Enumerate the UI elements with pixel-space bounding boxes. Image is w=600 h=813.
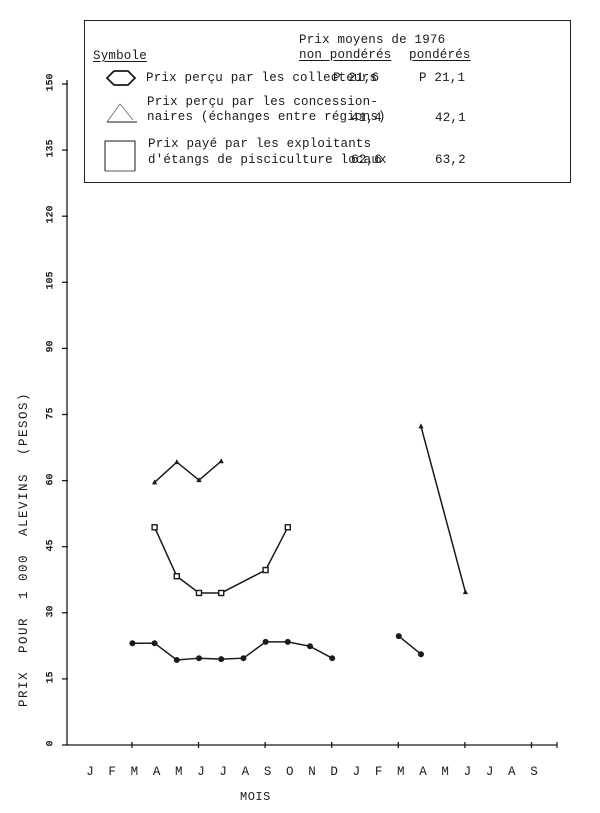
hexagon-marker xyxy=(306,643,313,650)
square-marker xyxy=(151,524,158,531)
x-axis-title: MOIS xyxy=(240,790,271,804)
x-month-label: J xyxy=(485,765,494,779)
hexagon-marker xyxy=(240,655,247,662)
y-tick-label: 120 xyxy=(45,205,57,224)
x-month-label: F xyxy=(108,765,116,779)
x-month-label: A xyxy=(508,765,516,779)
hexagon-marker xyxy=(195,655,202,662)
x-month-label: M xyxy=(441,765,449,779)
x-month-label: O xyxy=(286,765,294,779)
x-month-label: M xyxy=(397,765,405,779)
hexagon-marker xyxy=(395,633,402,640)
legend-value-exploitants-unweighted: 62,6 xyxy=(351,153,382,167)
hexagon-marker xyxy=(129,640,136,647)
legend-value-exploitants-weighted: 63,2 xyxy=(435,153,466,167)
y-tick-label: 30 xyxy=(45,605,57,618)
square-marker xyxy=(262,566,269,574)
legend-value-concessionnaires-unweighted: 41,4 xyxy=(351,111,382,125)
hexagon-marker xyxy=(329,655,336,662)
x-month-label: A xyxy=(152,765,161,779)
legend-weighted-header: pondérés xyxy=(409,48,471,62)
legend-symbol-header: Symbole xyxy=(93,49,147,63)
hexagon-icon xyxy=(105,70,137,86)
series-line xyxy=(153,526,289,594)
square-marker xyxy=(173,573,181,580)
legend-prices-header: Prix moyens de 1976 xyxy=(299,33,446,47)
hexagon-marker xyxy=(173,656,180,663)
x-month-label: A xyxy=(419,765,427,779)
triangle-marker xyxy=(196,477,202,483)
y-axis-title: PRIX POUR 1 000 ALEVINS (PESOS) xyxy=(17,391,31,707)
hexagon-marker xyxy=(284,638,291,645)
x-month-label: M xyxy=(130,765,139,779)
square-marker xyxy=(217,589,225,597)
triangle-marker xyxy=(174,459,180,465)
triangle-icon xyxy=(106,103,137,123)
series-line xyxy=(420,426,467,593)
x-month-label: S xyxy=(263,765,272,779)
triangle-marker xyxy=(152,479,158,485)
legend-label-collecteurs: Prix perçu par les collecteurs xyxy=(146,71,378,85)
x-month-label: J xyxy=(352,765,361,779)
legend-value-collecteurs-unweighted: P 21,6 xyxy=(333,71,380,85)
y-tick-label: 60 xyxy=(45,473,57,486)
y-tick-label: 45 xyxy=(45,539,57,552)
axes xyxy=(62,80,558,748)
square-icon xyxy=(104,140,136,172)
x-month-label: J xyxy=(219,765,227,779)
hexagon-marker xyxy=(262,638,269,645)
x-month-label: J xyxy=(197,765,205,779)
data-series xyxy=(129,423,468,663)
hexagon-marker xyxy=(151,640,158,647)
series-line xyxy=(154,460,222,483)
x-month-label: D xyxy=(330,765,338,779)
triangle-marker xyxy=(462,589,468,595)
hexagon-marker xyxy=(417,651,424,658)
hexagon-marker xyxy=(218,656,225,663)
y-tick-label: 90 xyxy=(45,340,57,353)
square-marker xyxy=(195,589,203,597)
triangle-marker xyxy=(218,458,224,464)
legend-value-collecteurs-weighted: P 21,1 xyxy=(419,71,466,85)
y-tick-label: 75 xyxy=(45,407,57,420)
x-month-label: J xyxy=(463,765,472,779)
y-tick-label: 150 xyxy=(45,73,57,92)
legend-label-exploitants-1: Prix payé par les exploitants xyxy=(148,137,372,151)
legend-value-concessionnaires-weighted: 42,1 xyxy=(435,111,466,125)
x-month-label: F xyxy=(374,765,383,779)
series-line xyxy=(132,641,333,661)
legend-label-concessionnaires-2: naires (échanges entre régions) xyxy=(147,110,386,124)
y-tick-label: 135 xyxy=(45,139,57,158)
legend-label-concessionnaires-1: Prix perçu par les concession- xyxy=(147,95,379,109)
y-tick-label: 0 xyxy=(45,740,57,747)
x-month-label: M xyxy=(175,765,183,779)
x-month-label: S xyxy=(530,765,538,779)
y-tick-label: 105 xyxy=(45,271,57,290)
x-month-label: J xyxy=(86,765,94,779)
triangle-marker xyxy=(418,423,424,429)
x-month-label: A xyxy=(241,765,250,779)
y-tick-label: 15 xyxy=(45,671,57,684)
series-line xyxy=(398,635,422,655)
legend-unweighted-header: non pondérés xyxy=(299,48,392,62)
legend: Prix moyens de 1976 Symbole non pondérés… xyxy=(84,20,571,183)
x-month-label: N xyxy=(308,765,316,779)
square-marker xyxy=(284,524,291,531)
legend-label-exploitants-2: d'étangs de pisciculture locaux xyxy=(148,153,387,167)
